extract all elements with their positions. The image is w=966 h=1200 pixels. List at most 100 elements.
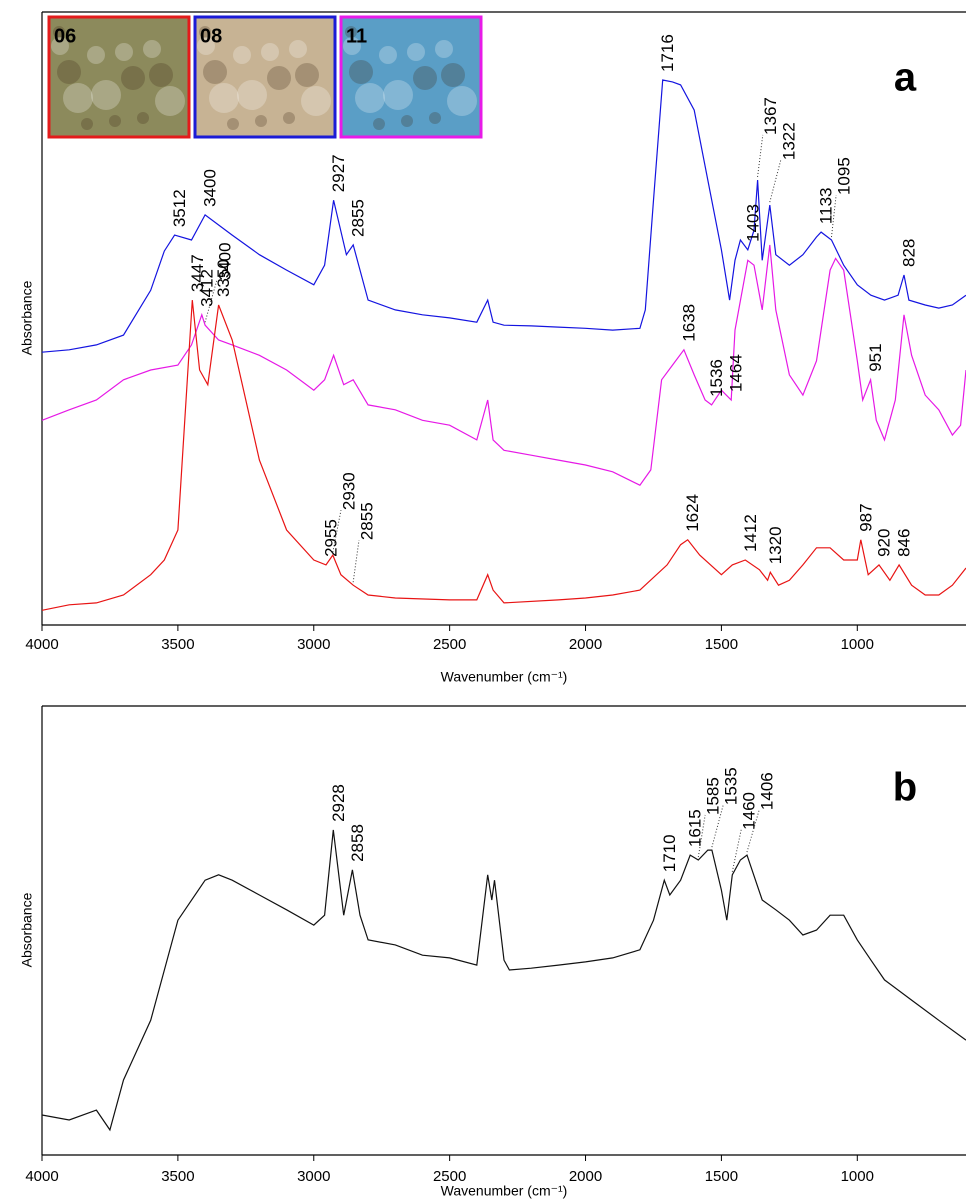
inset-texture (81, 118, 93, 130)
peak-label: 846 (895, 529, 914, 557)
inset-texture (407, 43, 425, 61)
inset-texture (137, 112, 149, 124)
peak-label: 2855 (357, 502, 376, 540)
peak-leader (746, 809, 760, 853)
x-tick-label: 3500 (161, 1168, 194, 1185)
x-tick-label: 2000 (569, 636, 602, 653)
x-tick-label: 2500 (433, 636, 466, 653)
peak-label: 2930 (339, 472, 358, 510)
spectrum-line (41, 300, 966, 611)
panel-label: a (894, 56, 917, 100)
inset-texture (379, 46, 397, 64)
inset-texture (373, 118, 385, 130)
peak-label: 951 (866, 343, 885, 371)
inset-texture (199, 26, 211, 38)
inset-texture (401, 115, 413, 127)
inset-texture (383, 80, 413, 110)
peak-label: 2955 (321, 519, 340, 557)
inset-texture (91, 80, 121, 110)
x-tick-label: 4000 (25, 1168, 58, 1185)
peak-label: 3400 (215, 242, 234, 280)
inset-texture (441, 63, 465, 87)
inset-texture (155, 86, 185, 116)
peak-label: 1535 (722, 767, 741, 805)
x-tick-label: 3500 (161, 636, 194, 653)
inset-texture (197, 37, 215, 55)
inset-texture (121, 66, 145, 90)
inset-texture (283, 112, 295, 124)
peak-label: 1716 (658, 34, 677, 72)
x-tick-label: 3000 (297, 1168, 330, 1185)
peak-label: 1320 (766, 526, 785, 564)
x-tick-label: 3000 (297, 636, 330, 653)
inset-texture (261, 43, 279, 61)
inset-texture (115, 43, 133, 61)
peak-label: 3412 (197, 269, 216, 307)
peak-leader (757, 134, 764, 178)
peak-label: 1585 (704, 777, 723, 815)
inset-label: 11 (346, 25, 367, 47)
inset-photo (193, 15, 337, 139)
y-axis-label: Absorbance (19, 280, 35, 355)
x-tick-label: 4000 (25, 636, 58, 653)
peak-leader (731, 829, 742, 872)
peak-label: 1624 (683, 494, 702, 532)
spectrum-line (41, 79, 966, 353)
inset-texture (87, 46, 105, 64)
inset-texture (447, 86, 477, 116)
inset-texture (413, 66, 437, 90)
peak-label: 1133 (817, 188, 836, 225)
peak-leader (332, 510, 342, 553)
y-axis-label: Absorbance (19, 892, 35, 967)
peak-leader (711, 804, 724, 848)
peak-label: 1536 (707, 359, 726, 397)
peak-leader (352, 540, 360, 583)
peak-label: 1460 (740, 792, 759, 830)
inset-texture (301, 86, 331, 116)
peak-label: 987 (856, 503, 875, 531)
inset-texture (355, 83, 385, 113)
inset-texture (345, 26, 357, 38)
x-tick-label: 1000 (841, 1168, 874, 1185)
inset-photo (339, 15, 483, 139)
x-tick-label: 2000 (569, 1168, 602, 1185)
inset-texture (149, 63, 173, 87)
x-tick-label: 2500 (433, 1168, 466, 1185)
peak-label: 3350 (214, 259, 233, 297)
inset-label: 06 (54, 25, 76, 47)
peak-label: 3400 (201, 169, 220, 207)
inset-texture (237, 80, 267, 110)
inset-texture (349, 60, 373, 84)
inset-texture (209, 83, 239, 113)
peak-label: 828 (900, 239, 919, 267)
peak-leader (830, 194, 837, 238)
inset-texture (429, 112, 441, 124)
inset-texture (267, 66, 291, 90)
inset-photo (47, 15, 191, 139)
inset-texture (63, 83, 93, 113)
inset-texture (143, 40, 161, 58)
spectrum-line (41, 829, 966, 1132)
peak-label: 2855 (349, 199, 368, 237)
peak-label: 1403 (743, 204, 762, 242)
peak-label: 1095 (835, 157, 854, 195)
inset-texture (295, 63, 319, 87)
peak-label: 1710 (660, 834, 679, 872)
peak-label: 1464 (727, 354, 746, 392)
x-tick-label: 1500 (705, 1168, 738, 1185)
x-tick-label: 1500 (705, 636, 738, 653)
inset-label: 08 (200, 25, 222, 47)
inset-texture (435, 40, 453, 58)
inset-texture (109, 115, 121, 127)
inset-texture (57, 60, 81, 84)
inset-texture (255, 115, 267, 127)
inset-texture (203, 60, 227, 84)
inset-texture (51, 37, 69, 55)
peak-label: 1638 (679, 304, 698, 342)
peak-label: 920 (875, 529, 894, 557)
peak-label: 1406 (758, 772, 777, 810)
peak-leader (697, 814, 706, 858)
peak-leader (769, 159, 782, 203)
peak-label: 1367 (761, 97, 780, 135)
